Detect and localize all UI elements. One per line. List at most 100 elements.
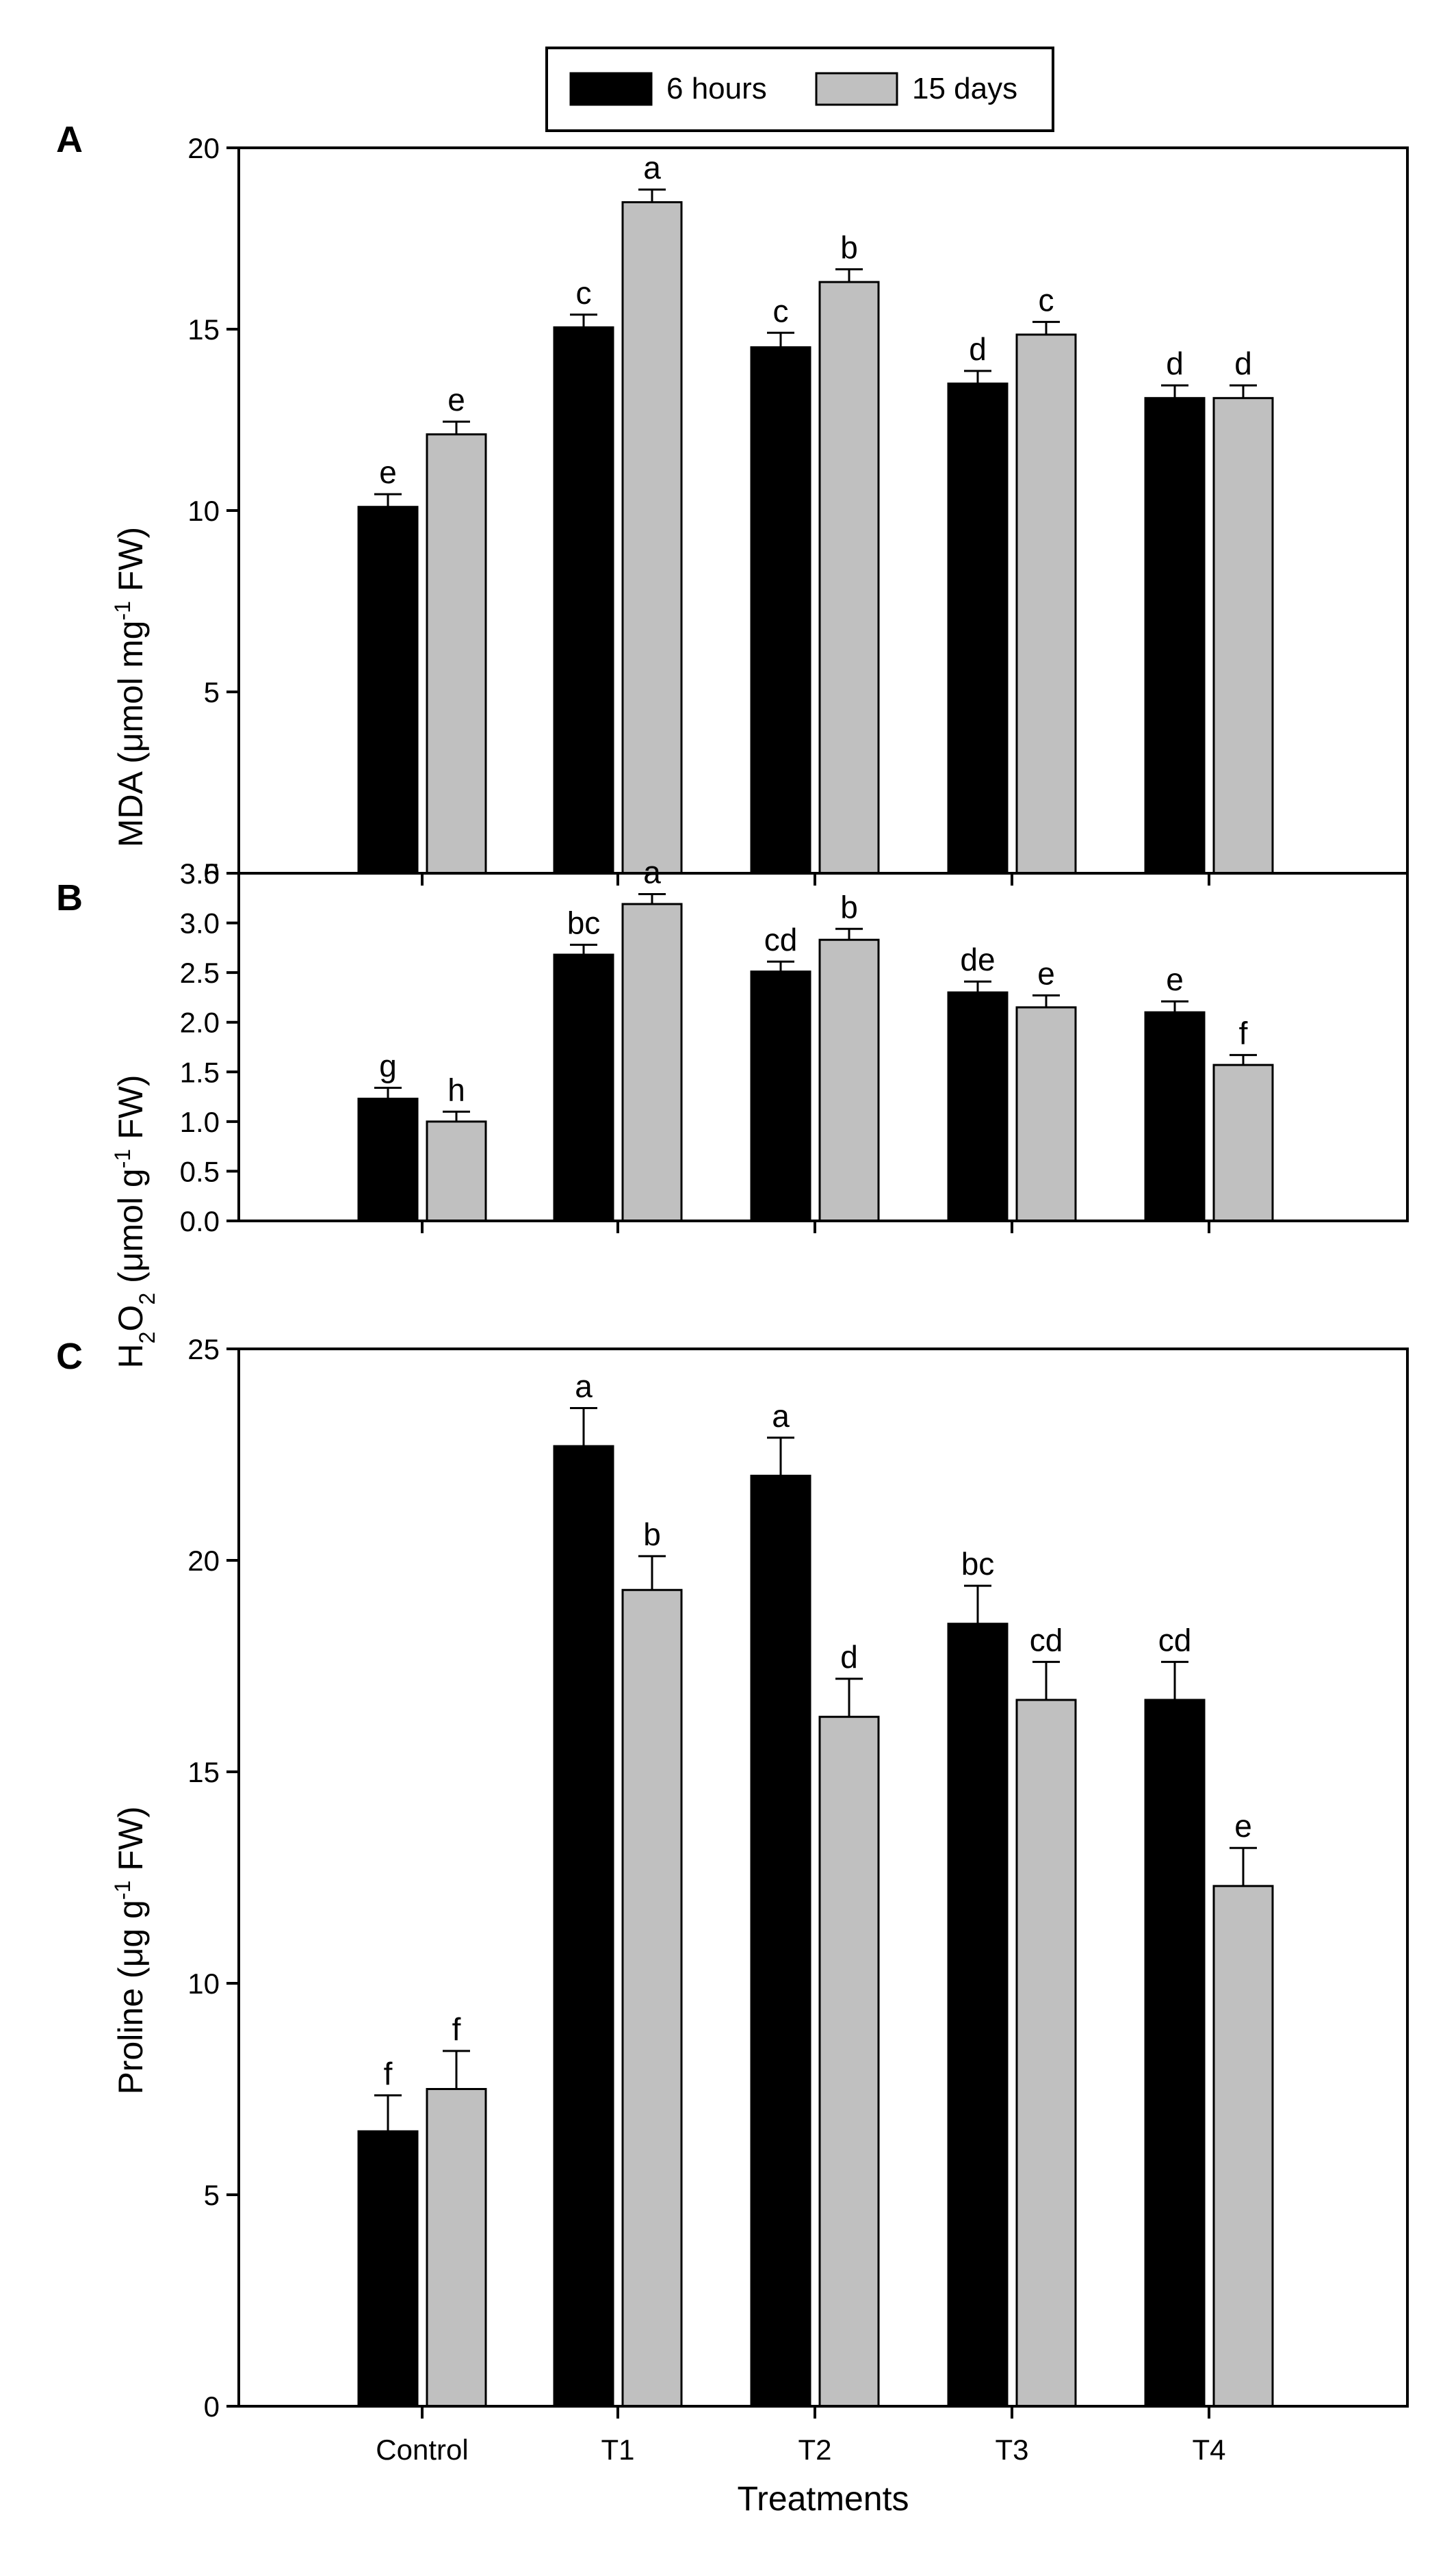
- y-axis-title-h2o2: H2O2 (μmol g-1 FW): [110, 1075, 159, 1369]
- y-tick-label: 1.5: [180, 1056, 220, 1088]
- y-axis-title-proline: Proline (μg g-1 FW): [110, 1806, 150, 2094]
- significance-letter: e: [1166, 962, 1184, 997]
- y-axis-ticks-b: 0.0 0.5 1.0 1.5 2.0 2.5 3.0 3.5: [180, 858, 239, 1237]
- bar-control-15-days: [426, 433, 487, 875]
- bars-a: e e c a c b d c d d: [357, 150, 1274, 875]
- bar-t3-15-days: [1015, 333, 1077, 875]
- bar-t4-15-days: [1212, 1064, 1274, 1222]
- significance-letter: f: [384, 2056, 393, 2091]
- bar-t3-6-hours: [947, 1623, 1009, 2408]
- significance-letter: b: [840, 230, 858, 266]
- bar-t2-15-days: [818, 938, 880, 1222]
- bar-control-15-days: [426, 1120, 487, 1222]
- x-tick-label: T4: [1192, 2434, 1225, 2466]
- bar-t4-15-days: [1212, 397, 1274, 875]
- y-tick-label: 10: [187, 495, 220, 527]
- y-axis-title-mda: MDA (μmol mg-1 FW): [110, 527, 150, 847]
- bar-t2-15-days: [818, 281, 880, 875]
- x-axis-ticks-a: [421, 873, 1210, 886]
- bar-t2-6-hours: [750, 970, 811, 1222]
- y-axis-title-text: MDA (μmol mg-1 FW): [110, 527, 150, 847]
- y-tick-label: 3.0: [180, 907, 220, 940]
- significance-letter: c: [773, 293, 789, 328]
- bar-control-6-hours: [357, 1097, 419, 1222]
- significance-letter: bc: [961, 1546, 995, 1582]
- bar-t4-6-hours: [1144, 1011, 1206, 1222]
- y-axis-ticks-c: 0 5 10 15 20 25: [187, 1333, 239, 2423]
- y-tick-label: 3.5: [180, 858, 220, 890]
- y-tick-label: 15: [187, 1756, 220, 1788]
- bar-t4-6-hours: [1144, 397, 1206, 875]
- y-tick-label: 0: [204, 2390, 220, 2423]
- x-tick-label: T3: [995, 2434, 1028, 2466]
- y-tick-label: 20: [187, 132, 220, 164]
- bar-t4-15-days: [1212, 1885, 1274, 2408]
- bar-control-6-hours: [357, 2130, 419, 2408]
- significance-letter: de: [960, 942, 995, 977]
- y-tick-label: 0.0: [180, 1205, 220, 1237]
- x-tick-label: T2: [798, 2434, 831, 2466]
- significance-letter: c: [1039, 282, 1054, 318]
- legend: 6 hours 15 days: [545, 47, 1054, 132]
- bar-t3-6-hours: [947, 991, 1009, 1222]
- legend-label-6-hours: 6 hours: [666, 72, 767, 105]
- bar-t2-15-days: [818, 1716, 880, 2408]
- significance-letter: c: [576, 275, 592, 311]
- bar-control-15-days: [426, 2088, 487, 2408]
- significance-letter: e: [447, 382, 465, 417]
- significance-letter: d: [1234, 346, 1252, 381]
- bar-t3-15-days: [1015, 1699, 1077, 2408]
- plot-frame-b: [237, 872, 1409, 1222]
- x-tick-label: Control: [376, 2434, 468, 2466]
- significance-letter: d: [1166, 346, 1184, 381]
- x-axis-ticks-b: [421, 1221, 1210, 1233]
- significance-letter: b: [643, 1517, 661, 1552]
- bar-t3-6-hours: [947, 383, 1009, 875]
- y-tick-label: 0: [204, 858, 220, 890]
- bar-t1-15-days: [621, 201, 683, 875]
- significance-letter: cd: [1158, 1622, 1192, 1658]
- y-tick-label: 1.0: [180, 1106, 220, 1138]
- significance-letter: h: [447, 1072, 465, 1107]
- y-tick-label: 25: [187, 1333, 220, 1365]
- y-tick-label: 15: [187, 313, 220, 346]
- significance-letter: bc: [567, 905, 601, 941]
- y-tick-label: 0.5: [180, 1155, 220, 1187]
- significance-letter: b: [840, 889, 858, 925]
- significance-letter: d: [840, 1639, 858, 1675]
- significance-letter: cd: [1030, 1622, 1063, 1658]
- panel-b: B H2O2 (μmol g-1 FW) 0.0 0.5 1.0 1.5 2.0 2.5 3…: [56, 854, 1409, 1369]
- y-tick-label: 10: [187, 1968, 220, 2000]
- significance-letter: f: [1239, 1016, 1248, 1051]
- y-tick-label: 2.0: [180, 1007, 220, 1039]
- legend-label-15-days: 15 days: [912, 72, 1017, 105]
- significance-letter: a: [772, 1398, 790, 1434]
- significance-letter: e: [1037, 956, 1055, 992]
- significance-letter: a: [643, 150, 661, 185]
- panel-letter-c: C: [56, 1336, 83, 1377]
- bars-c: f f a b a d bc cd cd e: [357, 1369, 1274, 2408]
- y-tick-label: 5: [204, 676, 220, 708]
- bar-t2-6-hours: [750, 346, 811, 875]
- bar-t1-15-days: [621, 1588, 683, 2408]
- significance-letter: cd: [764, 922, 798, 957]
- y-axis-ticks-a: 0 5 10 15 20: [187, 132, 239, 890]
- bar-t4-6-hours: [1144, 1699, 1206, 2408]
- bar-t1-6-hours: [553, 953, 614, 1222]
- legend-swatch-6-hours: [569, 72, 653, 106]
- significance-letter: a: [575, 1369, 593, 1404]
- bar-t1-15-days: [621, 903, 683, 1222]
- panel-letter-a: A: [56, 119, 83, 160]
- panel-letter-b: B: [56, 877, 83, 918]
- y-tick-label: 5: [204, 2179, 220, 2211]
- bar-t1-6-hours: [553, 326, 614, 875]
- legend-swatch-15-days: [815, 72, 898, 106]
- bar-control-6-hours: [357, 506, 419, 875]
- significance-letter: d: [969, 331, 987, 367]
- bar-t1-6-hours: [553, 1445, 614, 2408]
- y-tick-label: 2.5: [180, 957, 220, 989]
- significance-letter: f: [452, 2011, 461, 2047]
- bar-t3-15-days: [1015, 1006, 1077, 1222]
